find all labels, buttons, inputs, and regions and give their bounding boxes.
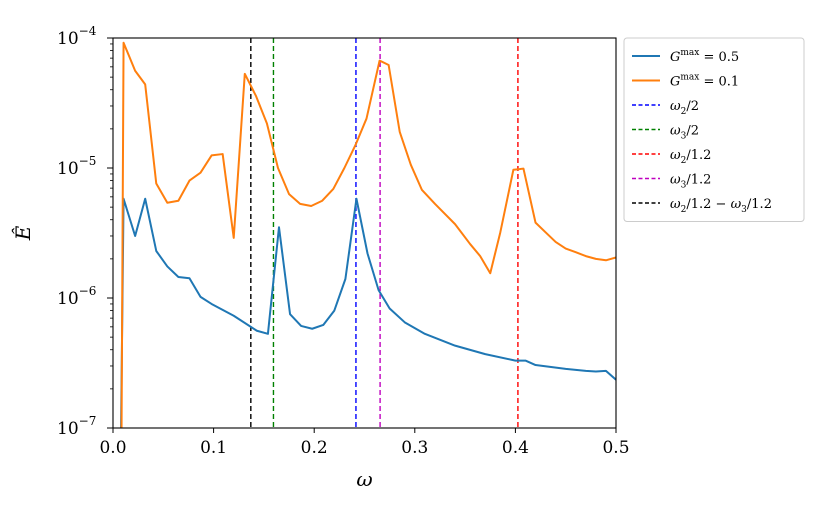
legend-label-3: ω3/2 [670,124,699,142]
y-tick-label-2: 10−5 [57,154,96,179]
x-tick-label-1: 0.1 [200,438,227,458]
series-line-0 [120,197,616,428]
legend-label-5: ω3/1.2 [670,173,711,191]
legend-label-2: ω2/2 [670,99,699,117]
legend-label-6: ω2/1.2 − ω3/1.2 [670,197,772,215]
y-tick-label-1: 10−6 [57,284,96,309]
legend-label-0: Gmax = 0.5 [670,48,739,65]
x-axis-label: ω [356,467,372,491]
legend: Gmax = 0.5 Gmax = 0.1 ω2/2 ω3/2 ω2/1.2 ω3/1.2… [623,37,805,222]
series-line-1 [120,41,616,428]
x-tick-label-3: 0.3 [401,438,428,458]
axes [112,37,617,429]
reference-lines [250,38,519,428]
legend-box [623,37,805,222]
y-axis-label: Ê [11,225,35,241]
x-tick-label-2: 0.2 [301,438,328,458]
data-series [120,41,616,428]
ticks: 0.0 0.1 0.2 0.3 0.4 0.5 10−7 10−6 10−5 10−4 [57,24,630,458]
x-tick-label-0: 0.0 [99,438,126,458]
legend-label-4: ω2/1.2 [670,148,711,166]
x-tick-label-5: 0.5 [602,438,629,458]
y-tick-label-3: 10−4 [57,24,97,49]
y-tick-label-0: 10−7 [57,414,96,439]
plot-frame [112,37,617,429]
x-tick-label-4: 0.4 [502,438,529,458]
legend-label-1: Gmax = 0.1 [670,73,739,90]
